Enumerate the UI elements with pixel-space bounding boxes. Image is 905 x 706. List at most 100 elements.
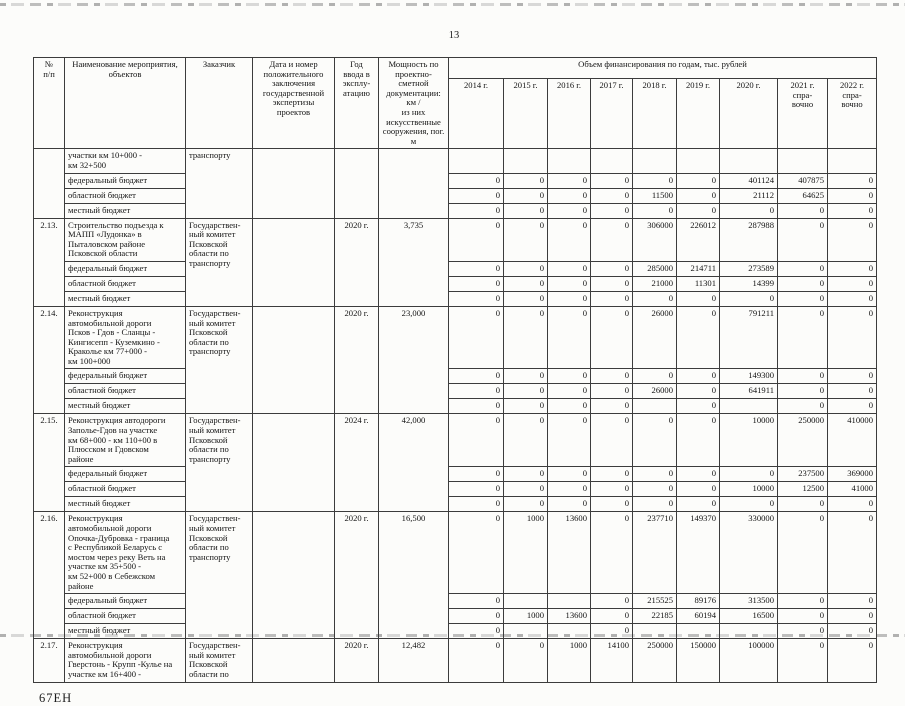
item-capacity: 23,000 [378, 305, 449, 415]
financing-value: 791211 [719, 305, 778, 370]
item-customer: Государствен- ный комитет Псковской обла… [185, 305, 253, 415]
header-row-years: 2014 г. 2015 г. 2016 г. 2017 г. 2018 г. … [34, 78, 878, 150]
header-customer: Заказчик [185, 56, 253, 150]
financing-value: 1000 [503, 511, 548, 595]
financing-value: 0 [676, 172, 720, 189]
item-main-row: 2.15. Реконструкция автодороги Заполье-Г… [33, 413, 878, 513]
header-year-2019: 2019 г. [676, 78, 720, 150]
financing-value: 0 [826, 260, 878, 277]
item-customer: Государствен- ный комитет Псковской обла… [185, 217, 253, 307]
financing-value: 0 [590, 623, 633, 640]
budget-row: местный бюджет 0 0 0 0 0 0 0 0 0 [34, 290, 878, 307]
financing-value [503, 593, 548, 610]
header-capacity: Мощность по проектно-сметной документаци… [378, 56, 449, 150]
financing-value: 0 [590, 413, 633, 468]
budget-row: местный бюджет 0 0 0 0 0 0 0 0 0 [34, 496, 878, 513]
financing-value: 0 [632, 368, 677, 385]
financing-value: 250000 [777, 413, 828, 468]
financing-value: 0 [826, 172, 878, 189]
financing-table: № п/п Наименование мероприятия, объектов… [33, 56, 878, 683]
financing-value: 0 [503, 638, 548, 683]
financing-value: 0 [448, 638, 504, 683]
financing-value [503, 623, 548, 640]
item-main-row: 2.16. Реконструкция автомобильной дороги… [33, 511, 878, 640]
budget-type-label: федеральный бюджет [64, 172, 186, 189]
financing-value: 0 [826, 217, 878, 262]
budget-row: областной бюджет 0 1000 13600 0 22185 60… [34, 608, 878, 625]
item-capacity: 42,000 [378, 413, 449, 513]
budget-type-label: федеральный бюджет [64, 260, 186, 277]
header-year-2022: 2022 г. спра- вочно [826, 78, 878, 150]
financing-value: 0 [777, 368, 828, 385]
item-number: 2.17. [33, 638, 65, 683]
financing-value: 0 [826, 511, 878, 595]
financing-value: 273589 [719, 260, 778, 277]
item-name: Строительство подъезда к МАПП «Лудонка» … [64, 217, 186, 262]
financing-value: 0 [503, 413, 548, 468]
financing-value: 0 [676, 368, 720, 385]
financing-value: 313500 [719, 593, 778, 610]
financing-value: 0 [547, 466, 591, 483]
financing-value [547, 623, 591, 640]
financing-value: 41000 [826, 481, 878, 498]
financing-value: 60194 [676, 608, 720, 625]
financing-value: 0 [676, 305, 720, 370]
item-commissioning-year: 2020 г. [334, 511, 379, 640]
financing-value: 0 [547, 202, 591, 219]
item-number [33, 148, 65, 219]
item-commissioning-year [334, 148, 379, 219]
budget-type-label: федеральный бюджет [64, 466, 186, 483]
financing-value: 0 [448, 593, 504, 610]
financing-value: 0 [547, 368, 591, 385]
financing-value: 0 [632, 481, 677, 498]
financing-value: 0 [503, 368, 548, 385]
financing-value: 0 [826, 623, 878, 640]
financing-value: 22185 [632, 608, 677, 625]
financing-value: 285000 [632, 260, 677, 277]
budget-type-label: местный бюджет [64, 496, 186, 513]
budget-row: областной бюджет 0 0 0 0 0 0 10000 12500… [34, 481, 878, 498]
financing-value: 0 [547, 275, 591, 292]
item-number: 2.13. [33, 217, 65, 307]
financing-value: 0 [632, 202, 677, 219]
financing-value: 0 [547, 413, 591, 468]
item-main-row: 2.17. Реконструкция автомобильной дороги… [33, 638, 878, 683]
financing-value: 0 [676, 496, 720, 513]
document-sheet: № п/п Наименование мероприятия, объектов… [33, 56, 878, 706]
financing-value [547, 148, 591, 174]
financing-value: 149300 [719, 368, 778, 385]
financing-value: 64625 [777, 187, 828, 204]
financing-value: 0 [448, 172, 504, 189]
financing-value: 0 [777, 638, 828, 683]
budget-type-label: местный бюджет [64, 290, 186, 307]
header-year-2015: 2015 г. [503, 78, 548, 150]
financing-value: 237710 [632, 511, 677, 595]
budget-row: федеральный бюджет 0 0 0 0 0 0 0 237500 … [34, 466, 878, 483]
financing-value: 14399 [719, 275, 778, 292]
financing-value: 0 [590, 466, 633, 483]
budget-row: федеральный бюджет 0 0 0 0 0 0 149300 0 … [34, 368, 878, 385]
financing-value: 0 [826, 383, 878, 400]
financing-value: 0 [719, 202, 778, 219]
item-expertise-date [252, 217, 335, 307]
financing-value: 0 [826, 398, 878, 415]
financing-value: 0 [547, 383, 591, 400]
financing-value: 0 [777, 623, 828, 640]
budget-type-label: местный бюджет [64, 398, 186, 415]
financing-value: 11301 [676, 275, 720, 292]
financing-value [676, 148, 720, 174]
financing-value: 0 [676, 290, 720, 307]
financing-value: 0 [503, 496, 548, 513]
financing-value: 0 [632, 172, 677, 189]
financing-value: 0 [590, 172, 633, 189]
financing-value: 0 [503, 187, 548, 204]
financing-value: 0 [448, 202, 504, 219]
scanned-document-page: { "page": { "number": "13", "footer_code… [0, 3, 905, 705]
financing-value: 14100 [590, 638, 633, 683]
financing-value: 10000 [719, 481, 778, 498]
item-customer: Государствен- ный комитет Псковской обла… [185, 413, 253, 513]
financing-value [632, 398, 677, 415]
financing-value: 0 [676, 187, 720, 204]
financing-value: 0 [826, 290, 878, 307]
item-expertise-date [252, 148, 335, 219]
